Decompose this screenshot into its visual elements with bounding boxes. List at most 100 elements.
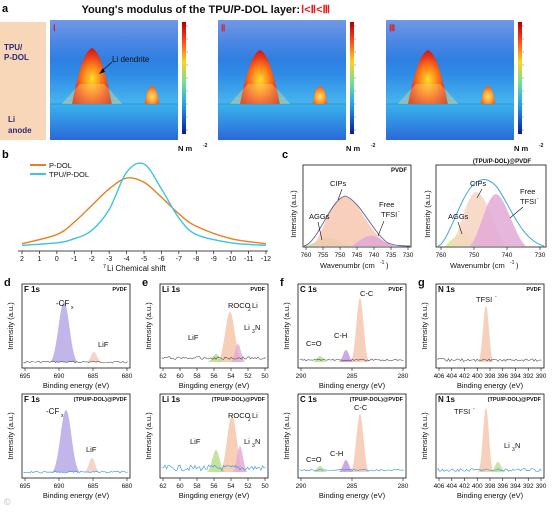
xps-tick-label: 58 [193,483,201,490]
label-li3n-sub: 3 [512,447,515,453]
xps-raw-noise [437,358,542,363]
label-ch: C-H [334,331,347,340]
xps-ylabel: Intensity (a.u.) [282,412,291,460]
sim-top-fade [50,20,178,60]
unit-exp: -2 [371,143,376,149]
xps-title: Li 1s [162,285,181,294]
xps-tick-label: 680 [122,483,133,490]
unit-exp: -2 [203,143,208,149]
xps-xlabel: Bingding energy (eV) [179,491,250,500]
label-cc: C-C [354,403,368,412]
watermark: © [4,497,11,507]
label-roco: ROCO [228,301,251,310]
xps-tick-label: 54 [227,373,235,380]
xps-tick-label: 54 [227,483,235,490]
li-dendrite-shape [408,50,448,104]
x-tick-label: -10 [226,256,236,263]
label-free-right: Free [520,187,535,196]
xps-ylabel: Intensity (a.u.) [420,412,429,460]
label-li3n-end: N [255,437,260,446]
fit-envelope-right [437,179,545,247]
label-tfsi: TFSI [454,407,470,416]
xps-tick-label: 52 [244,373,252,380]
label-roco-end: Li [252,411,258,420]
peak-tfsi [478,306,494,362]
x-tick-label: -5 [141,256,147,263]
xps-raw-noise [161,464,266,472]
panel-b-chart: 2 1 0 -1 -2 -3 -4 -5 -6 -7 -8 -9 -10 -11 -12 P-DOL TPU… [18,161,271,273]
xps-tick-label: 406 [434,373,445,380]
xps-tick-label: 402 [459,373,470,380]
legend-p-dol: P-DOL [49,161,72,170]
peak-co [312,356,328,362]
dendrite-label: Li dendrite [112,55,150,64]
label-tfsi-sup: - [495,294,497,300]
xps-e-0: e Intensity (a.u.) Li 1s PVDF 62 60 58 56 54 52 50… [142,277,269,390]
c-tick-label: 730 [403,252,414,259]
label-roco: ROCO [228,411,251,420]
label-li3n: Li [244,437,250,446]
peak-tfsi [478,408,494,472]
xps-e-1: Intensity (a.u.) Li 1s (TPU/P-DOL)@PVDF 62 6… [144,393,269,500]
label-li3n-end: N [255,323,260,332]
xps-tick-label: 400 [472,373,483,380]
peak-cfx [49,302,79,362]
xps-tag: (TPU/P-DOL)@PVDF [488,397,542,403]
label-tfsi-sup-left: - [398,209,400,215]
small-protrusion [481,86,495,104]
label-lif: LiF [86,445,97,454]
peak-li3n [490,462,506,472]
xps-raw-noise [299,468,404,472]
panel-a-title-rank: Ⅰ<Ⅱ<Ⅲ [301,4,330,16]
xps-tick-label: 685 [88,483,99,490]
xps-panels: d Intensity (a.u.) F 1s PVDF 695 690 685 680 Bin… [4,277,547,500]
panel-c-right-ylabel: Intensity (a.u.) [423,190,432,238]
cips-left-leader [337,188,343,201]
free-left-leader [377,220,385,237]
label-tfsi-sup: - [473,406,475,412]
xps-xlabel: Binding energy (eV) [457,491,524,500]
simulation-panel-3: Ⅲ N m -2 [386,20,544,153]
colorbar [182,22,186,134]
small-protrusion [313,86,327,104]
xps-tick-label: 58 [193,373,201,380]
unit-label: N m [514,144,529,153]
xps-title: F 1s [24,285,41,294]
colorbar [518,22,522,134]
label-cips-right: CIPs [470,179,487,188]
xps-ylabel: Intensity (a.u.) [6,302,15,350]
peak-lif [206,354,226,362]
xps-tick-label: 50 [261,373,269,380]
dendrite-arrow-head [99,68,105,74]
label-li3n: Li [244,323,250,332]
panel-c-left: Intensity (a.u.) PVDF CIPs AGGs Free TFS… [289,164,414,270]
unit-label: N m [178,144,193,153]
label-aggs-left: AGGs [309,212,330,221]
colorbar [350,22,354,134]
xps-raw-noise [437,467,542,473]
label-cfx-sub: x [71,305,74,311]
xps-title: C 1s [300,395,317,404]
xps-title: N 1s [438,395,455,404]
peak-cfx [51,410,81,472]
xps-tag: PVDF [526,287,541,293]
xps-tick-label: 396 [497,483,508,490]
panel-c-xlabel-exp: -1 [380,260,385,266]
x-tick-label: 1 [37,256,41,263]
panel-c-xlabel: Wavenumbr (cm [320,261,375,270]
unit-label: N m [346,144,361,153]
xps-tick-label: 690 [54,373,65,380]
dendrite-glow [230,84,290,104]
panel-c-right-frame [435,164,547,248]
panel-c-right: Intensity (a.u.) (TPU/P-DOL)@PVDF CIPs A… [423,159,547,270]
dendrite-glow [62,84,122,104]
xps-tick-label: 695 [20,373,31,380]
peak-li3n [232,446,248,472]
xps-tick-label: 285 [347,373,358,380]
xps-ylabel: Intensity (a.u.) [144,302,153,350]
xps-tag: PVDF [250,287,265,293]
xps-tick-label: 406 [434,483,445,490]
peak-li3n [230,344,246,362]
xps-d-1: Intensity (a.u.) F 1s (TPU/P-DOL)@PVDF 695 6… [6,393,133,500]
